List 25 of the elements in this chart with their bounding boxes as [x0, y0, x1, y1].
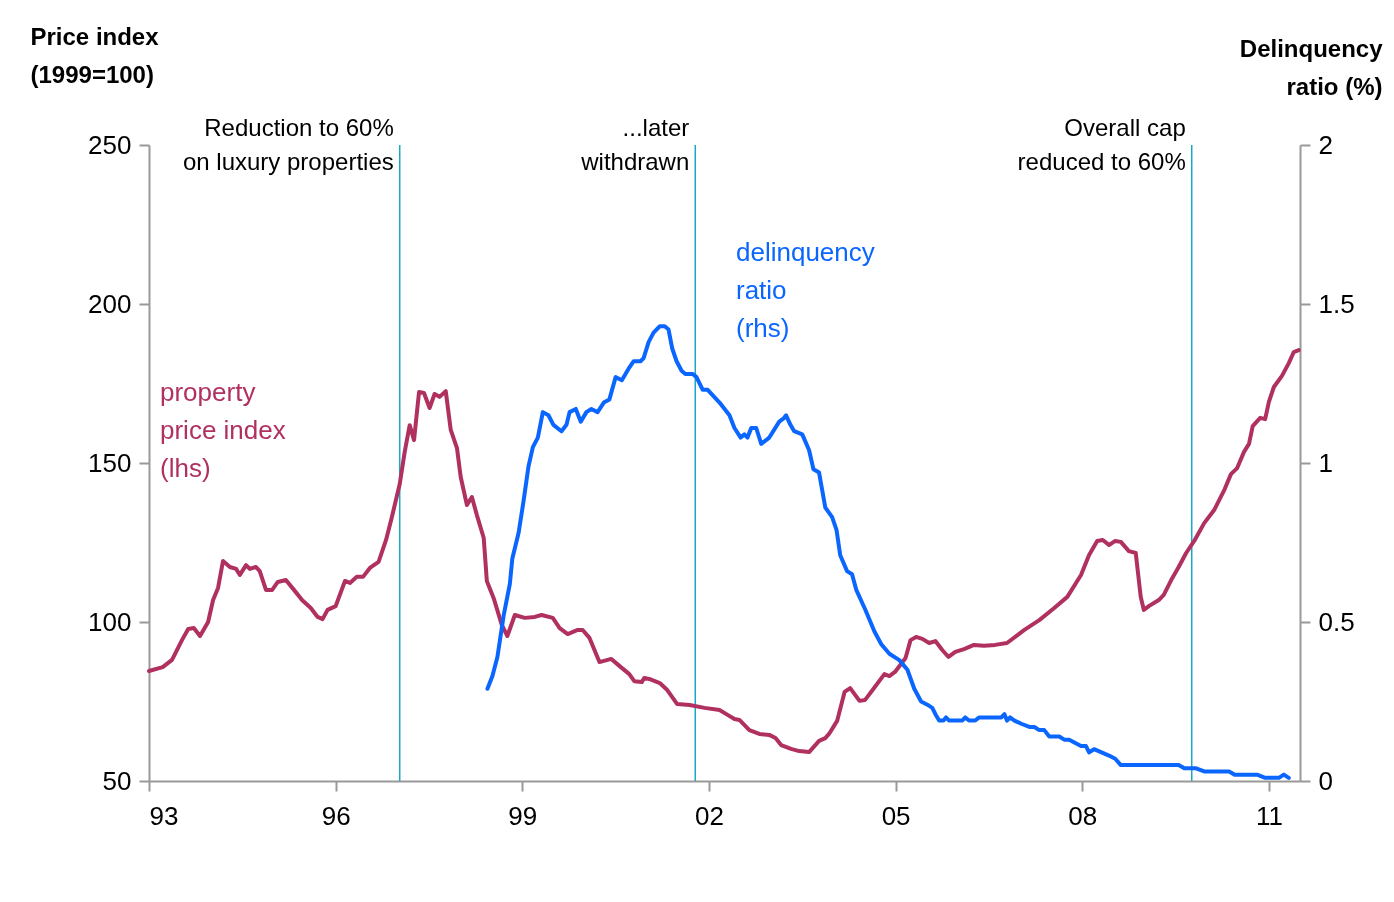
y-tick-label: 50: [102, 765, 132, 796]
x-tick-label: 96: [321, 800, 351, 831]
y2-tick-label: 1.5: [1318, 288, 1355, 319]
x-tick-label: 05: [881, 800, 911, 831]
y-tick-label: 100: [88, 606, 132, 637]
y-tick-label: 200: [88, 288, 132, 319]
y2-axis-title: Delinquency ratio (%): [1239, 34, 1384, 100]
ref-line-label: Overall cap reduced to 60%: [1017, 114, 1186, 175]
x-tick-label: 02: [694, 800, 724, 831]
y-tick-label: 250: [88, 129, 132, 160]
ref-line-label: ...later withdrawn: [580, 114, 690, 175]
y2-tick-label: 0.5: [1318, 606, 1355, 637]
text: property price index (lhs): [160, 377, 286, 483]
y2-tick-label: 0: [1318, 765, 1333, 796]
y-tick-label: 150: [88, 447, 132, 478]
y-axis-title: Price index (1999=100): [30, 22, 160, 88]
x-tick-label: 93: [149, 800, 179, 831]
y2-tick-label: 1: [1318, 447, 1333, 478]
line-series: [147, 348, 1301, 755]
text: delinquency ratio (rhs): [736, 237, 875, 343]
x-tick-label: 99: [508, 800, 538, 831]
x-tick-label: 11: [1255, 800, 1283, 831]
x-tick-label: 08: [1068, 800, 1098, 831]
y2-tick-label: 2: [1318, 129, 1333, 160]
ref-line-label: Reduction to 60% on luxury properties: [182, 114, 394, 175]
